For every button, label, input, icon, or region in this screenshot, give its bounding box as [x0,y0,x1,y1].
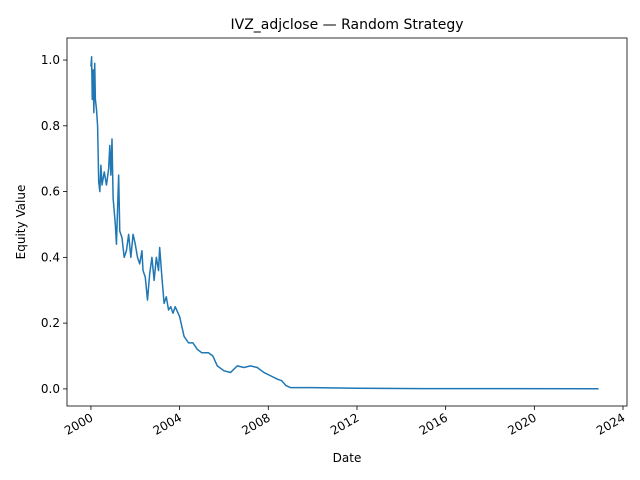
y-tick-label: 0.6 [41,185,60,199]
x-tick-label: 2004 [151,410,184,437]
y-tick-label: 0.8 [41,119,60,133]
x-tick-label: 2008 [239,410,272,437]
y-tick-label: 0.2 [41,316,60,330]
x-tick-label: 2016 [417,410,450,437]
chart-title: IVZ_adjclose — Random Strategy [230,17,463,33]
x-tick-label: 2024 [594,410,627,437]
x-axis-label: Date [333,451,362,465]
y-axis-label: Equity Value [14,185,28,260]
y-tick-label: 0.4 [41,250,60,264]
plot-frame [66,37,628,407]
y-tick-label: 0.0 [41,382,60,396]
x-tick-label: 2020 [505,410,538,437]
x-tick-label: 2012 [328,410,361,437]
x-tick-label: 2000 [62,410,95,437]
y-tick-label: 1.0 [41,53,60,67]
data-line [90,56,599,390]
